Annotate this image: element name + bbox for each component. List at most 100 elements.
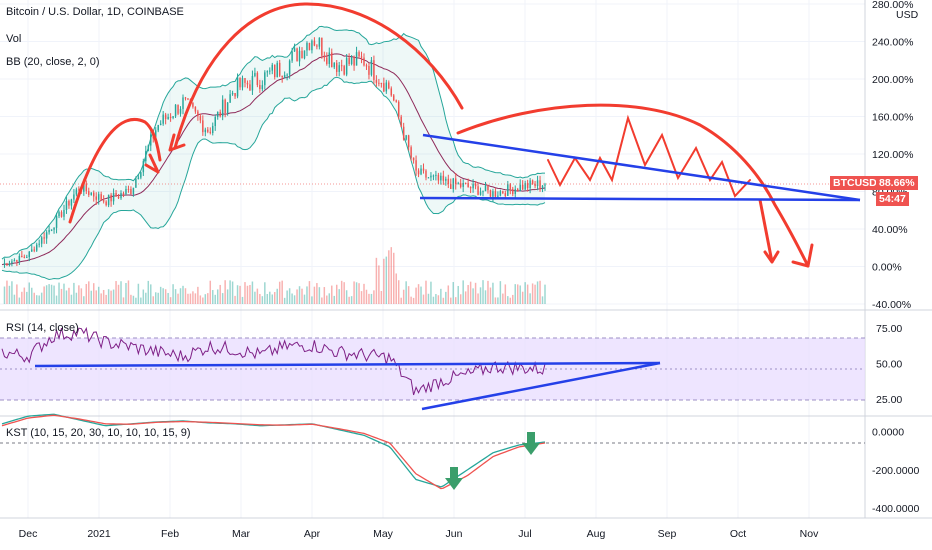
candle-body	[360, 56, 363, 58]
volume-bar	[338, 289, 340, 304]
volume-bar	[122, 297, 125, 304]
candle-body	[241, 78, 244, 88]
volume-bar	[16, 284, 18, 304]
rsi-legend[interactable]: RSI (14, close)	[6, 322, 79, 334]
volume-bar	[261, 296, 264, 304]
countdown-badge: 54:47	[876, 192, 909, 206]
candle-body	[48, 229, 50, 233]
candle-body	[182, 97, 184, 109]
candle-body	[102, 200, 105, 202]
candle-body	[544, 184, 546, 186]
candle-body	[197, 111, 199, 117]
candle-body	[536, 180, 539, 186]
red-drawings	[68, 2, 814, 268]
candle-body	[308, 42, 311, 51]
candle-body	[231, 92, 234, 95]
volume-bar	[58, 282, 60, 304]
candle-body	[370, 60, 373, 75]
volume-bar	[221, 293, 224, 304]
candle-body	[18, 255, 21, 262]
volume-bar	[447, 285, 450, 304]
candle-body	[192, 102, 194, 107]
candle-body	[216, 111, 219, 117]
volume-bar	[331, 285, 333, 304]
candle-body	[266, 71, 269, 73]
volume-bar	[45, 285, 48, 304]
volume-bar	[365, 289, 368, 304]
volume-bar	[529, 293, 531, 304]
volume-legend[interactable]: Vol	[6, 33, 22, 45]
red-arrow-3	[791, 243, 814, 268]
candle-body	[489, 190, 492, 197]
volume-bar	[524, 282, 526, 304]
volume-bar	[31, 287, 33, 304]
volume-bar	[75, 292, 78, 304]
candle-body	[68, 201, 70, 206]
volume-bar	[164, 289, 167, 304]
time-axis-labels: Dec 2021 Feb Mar Apr May Jun Jul Aug Sep Oct Nov	[19, 528, 819, 540]
price-tick-label: 120.00%	[872, 149, 913, 161]
rsi-series-line	[1, 326, 546, 396]
price-value-badge: 88.66%	[876, 176, 918, 190]
volume-bar	[90, 290, 93, 304]
rsi-axis-labels: 75.00 50.00 25.00	[876, 323, 902, 406]
volume-bar	[340, 280, 343, 304]
volume-bar	[162, 288, 164, 304]
volume-bar	[283, 297, 286, 304]
price-upper-trendline	[422, 133, 861, 202]
volume-bar	[492, 282, 494, 304]
rsi-resistance-line	[34, 361, 661, 368]
volume-bar	[179, 288, 182, 304]
candle-body	[142, 161, 145, 173]
volume-bar	[6, 280, 8, 304]
volume-bar	[194, 293, 197, 304]
candle-body	[437, 174, 440, 181]
candle-body	[159, 123, 162, 125]
volume-bar	[425, 280, 427, 304]
bb-lower	[1, 76, 546, 281]
candle-body	[313, 40, 316, 46]
candle-body	[130, 189, 132, 195]
volume-bar	[80, 288, 83, 304]
arrow-down-icon	[445, 432, 540, 490]
volume-bar	[187, 293, 189, 304]
grid	[0, 0, 865, 518]
candle-body	[50, 229, 53, 231]
volume-bar	[388, 250, 390, 304]
volume-bar	[348, 296, 350, 304]
candle-body	[115, 193, 117, 197]
volume-bar	[288, 288, 291, 304]
candle-body	[526, 183, 529, 189]
volume-bar	[224, 280, 226, 304]
candle-body	[450, 184, 452, 189]
volume-bar	[472, 288, 474, 304]
candle-body	[301, 50, 303, 59]
candle-body	[88, 191, 90, 195]
candle-body	[440, 175, 442, 181]
candle-body	[291, 51, 293, 61]
volume-bar	[452, 282, 455, 304]
time-tick-label: 2021	[87, 528, 111, 540]
volume-bar	[21, 291, 23, 304]
rsi-support-line	[421, 361, 661, 411]
volume-bar	[526, 284, 529, 304]
volume-bar	[40, 292, 43, 304]
candle-body	[60, 212, 63, 217]
volume-bar	[199, 295, 202, 304]
candle-body	[261, 85, 264, 90]
candle-body	[311, 40, 313, 51]
volume-bar	[197, 286, 199, 304]
volume-bar	[450, 297, 452, 304]
symbol-title[interactable]: Bitcoin / U.S. Dollar, 1D, COINBASE	[6, 6, 184, 18]
candle-body	[516, 189, 519, 191]
candle-body	[430, 175, 432, 178]
candle-body	[6, 263, 8, 266]
bb-legend[interactable]: BB (20, close, 2, 0)	[6, 56, 100, 68]
candle-body	[482, 191, 484, 193]
volume-bar	[308, 281, 311, 304]
volume-bar	[531, 283, 534, 304]
kst-legend[interactable]: KST (10, 15, 20, 30, 10, 10, 10, 15, 9)	[6, 427, 190, 439]
candle-body	[316, 45, 318, 47]
candle-body	[395, 100, 397, 102]
